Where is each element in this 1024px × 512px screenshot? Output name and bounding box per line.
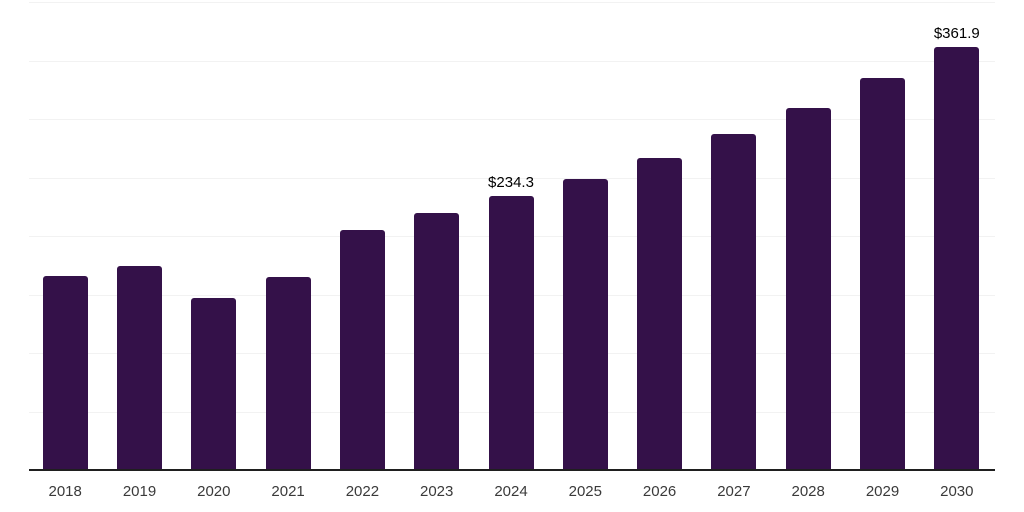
- x-tick-2026: 2026: [642, 483, 677, 500]
- gridline-250: [29, 177, 995, 179]
- bar-2024: [488, 195, 534, 470]
- x-tick-2021: 2021: [271, 483, 305, 500]
- gridline-350: [29, 60, 995, 62]
- x-tick-2028: 2028: [791, 483, 825, 500]
- bar-2019: [117, 266, 162, 470]
- bar-2021: [265, 276, 311, 470]
- x-tick-2030: 2030: [940, 483, 974, 500]
- bar-2022: [339, 229, 385, 470]
- bar-2023: [414, 213, 460, 470]
- gridline-400: [29, 2, 995, 3]
- bar-2020: [191, 298, 237, 470]
- bar-2025: [562, 178, 608, 470]
- x-tick-2018: 2018: [48, 483, 82, 500]
- x-tick-2027: 2027: [717, 483, 751, 500]
- gridline-300: [29, 119, 995, 120]
- x-tick-2024: 2024: [494, 483, 528, 500]
- x-tick-2025: 2025: [568, 483, 602, 500]
- x-tick-2022: 2022: [345, 483, 380, 500]
- bar-2030: [934, 46, 980, 470]
- x-tick-2029: 2029: [865, 483, 900, 500]
- bar-2028: [785, 108, 831, 470]
- bar-2027: [711, 134, 757, 470]
- x-tick-2019: 2019: [122, 483, 157, 500]
- bar-2018: [42, 276, 88, 470]
- bar-2026: [637, 157, 683, 470]
- bar-label-2024: $234.3: [488, 173, 534, 191]
- x-tick-2020: 2020: [197, 483, 231, 500]
- bar-2029: [860, 78, 905, 470]
- bar-label-2030: $361.9: [933, 24, 980, 42]
- x-tick-2023: 2023: [420, 483, 454, 500]
- x-axis-line: [29, 469, 995, 471]
